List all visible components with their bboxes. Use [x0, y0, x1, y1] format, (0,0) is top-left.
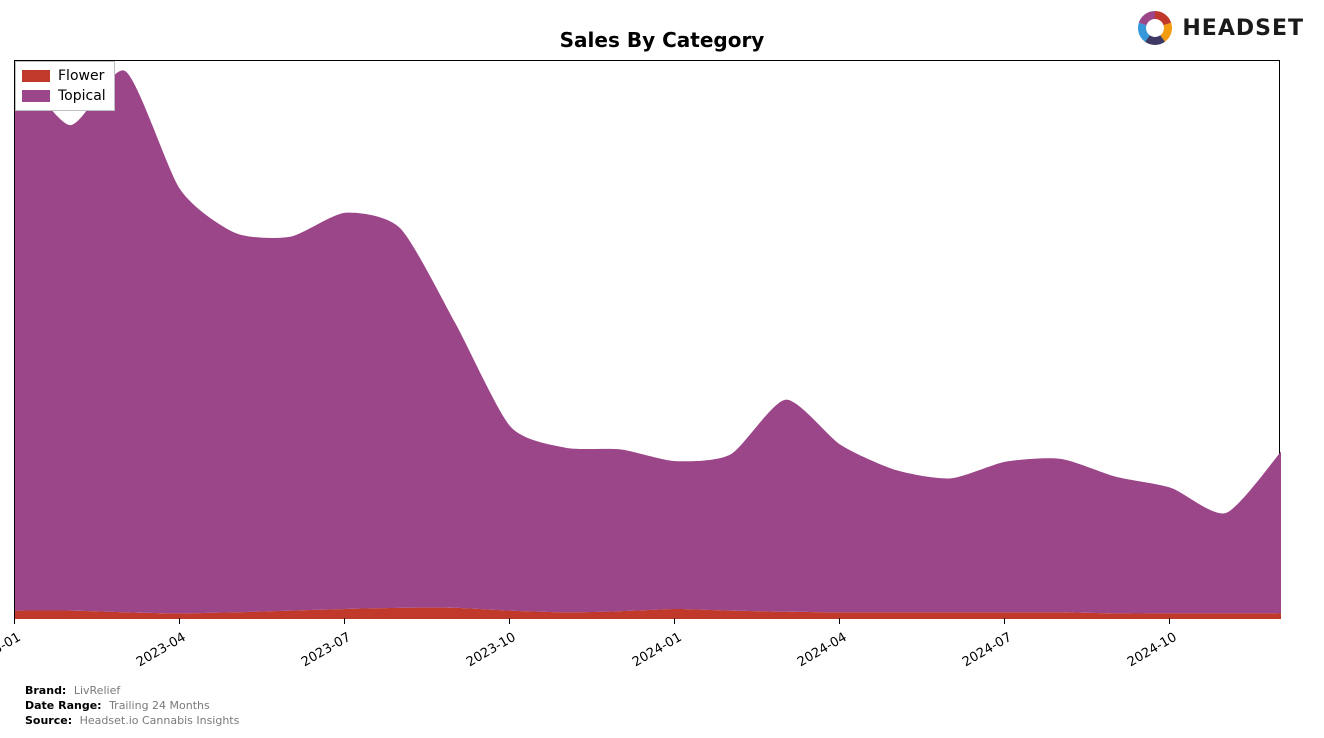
x-tick-label: 2024-01 — [625, 630, 684, 673]
legend-item: Topical — [22, 86, 106, 106]
footer-source-label: Source: — [25, 714, 72, 727]
x-tick-label: 2024-10 — [1120, 630, 1179, 673]
x-tick-mark — [1004, 618, 1005, 624]
x-tick-label: 2023-04 — [129, 630, 188, 673]
legend-item: Flower — [22, 66, 106, 86]
x-tick-mark — [179, 618, 180, 624]
x-tick-mark — [1169, 618, 1170, 624]
headset-logo: HEADSET — [1134, 8, 1304, 48]
footer-source-value: Headset.io Cannabis Insights — [80, 714, 240, 727]
legend-swatch — [22, 70, 50, 82]
legend-label: Flower — [58, 66, 104, 86]
x-tick-mark — [509, 618, 510, 624]
plot-area: FlowerTopical — [14, 60, 1280, 618]
footer-range-value: Trailing 24 Months — [109, 699, 210, 712]
headset-logo-text: HEADSET — [1182, 16, 1304, 41]
chart-footer: Brand: LivRelief Date Range: Trailing 24… — [25, 682, 239, 727]
x-tick-label: 2023-10 — [459, 630, 518, 673]
legend: FlowerTopical — [15, 61, 115, 111]
legend-label: Topical — [58, 86, 106, 106]
footer-brand-label: Brand: — [25, 684, 66, 697]
x-tick-label: 2023-07 — [294, 630, 353, 673]
x-tick-mark — [839, 618, 840, 624]
x-tick-mark — [344, 618, 345, 624]
x-tick-label: 2023-01 — [0, 630, 24, 673]
footer-range-label: Date Range: — [25, 699, 102, 712]
area-series — [15, 61, 1281, 613]
area-chart — [15, 61, 1281, 619]
x-tick-label: 2024-07 — [955, 630, 1014, 673]
chart-title: Sales By Category — [0, 28, 1324, 52]
x-tick-mark — [14, 618, 15, 624]
x-tick-mark — [674, 618, 675, 624]
chart-container: Sales By Category HEADSET FlowerTopical … — [0, 0, 1324, 738]
footer-brand-value: LivRelief — [74, 684, 120, 697]
legend-swatch — [22, 90, 50, 102]
x-tick-label: 2024-04 — [790, 630, 849, 673]
headset-logo-icon — [1134, 8, 1176, 48]
